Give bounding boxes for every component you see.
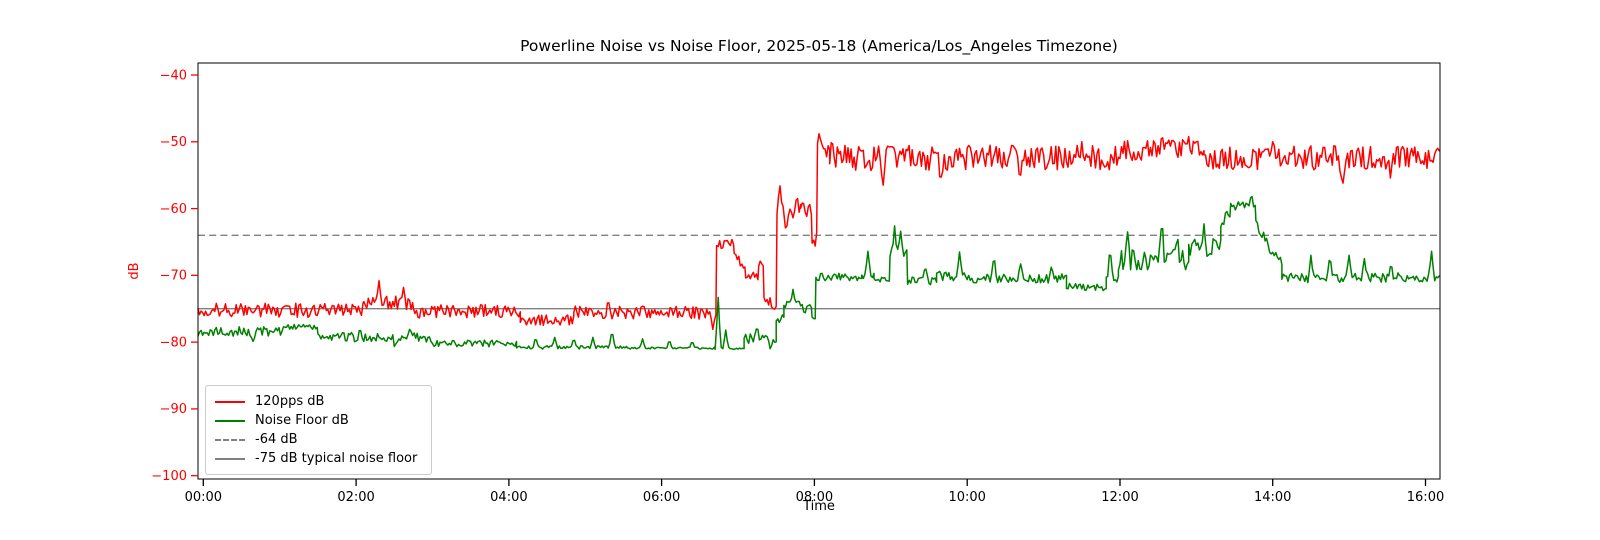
x-tick-label: 02:00 bbox=[337, 490, 374, 505]
y-tick-label: −70 bbox=[160, 269, 187, 284]
series-line-noise-floor bbox=[197, 195, 1440, 351]
y-axis-label: dB bbox=[127, 262, 142, 279]
y-tick-label: −40 bbox=[160, 68, 187, 83]
chart-title: Powerline Noise vs Noise Floor, 2025-05-… bbox=[520, 37, 1118, 56]
x-tick-label: 06:00 bbox=[643, 490, 680, 505]
x-tick-label: 10:00 bbox=[948, 490, 985, 505]
y-tick-label: −80 bbox=[160, 335, 187, 350]
y-tick-label: −50 bbox=[160, 135, 187, 150]
chart-legend: 120pps dB Noise Floor dB -64 dB -75 dB t… bbox=[205, 385, 433, 475]
legend-line-sample-gray-solid bbox=[215, 457, 245, 460]
legend-line-sample-green bbox=[215, 419, 245, 422]
legend-item-label: -75 dB typical noise floor bbox=[255, 451, 418, 466]
x-tick-label: 16:00 bbox=[1407, 490, 1444, 505]
legend-item-label: Noise Floor dB bbox=[255, 413, 349, 428]
series-line-120pps bbox=[197, 133, 1440, 331]
plot-border bbox=[197, 62, 1441, 480]
x-tick-label: 04:00 bbox=[490, 490, 527, 505]
x-tick-label: 12:00 bbox=[1101, 490, 1138, 505]
y-tick-label: −100 bbox=[151, 469, 187, 484]
x-tick-label: 08:00 bbox=[796, 490, 833, 505]
legend-item-typical-floor: -75 dB typical noise floor bbox=[215, 449, 417, 468]
legend-item-120pps: 120pps dB bbox=[215, 392, 417, 411]
legend-item-noise-floor: Noise Floor dB bbox=[215, 411, 417, 430]
legend-item-label: -64 dB bbox=[255, 432, 298, 447]
x-tick-label: 14:00 bbox=[1254, 490, 1291, 505]
x-tick-label: 00:00 bbox=[185, 490, 222, 505]
x-axis-label: Time bbox=[802, 499, 835, 514]
legend-line-sample-gray-dashed bbox=[215, 438, 245, 441]
legend-item-label: 120pps dB bbox=[255, 394, 325, 409]
y-tick-label: −60 bbox=[160, 202, 187, 217]
legend-line-sample-red bbox=[215, 400, 245, 403]
legend-item-minus64: -64 dB bbox=[215, 430, 417, 449]
y-tick-label: −90 bbox=[160, 402, 187, 417]
